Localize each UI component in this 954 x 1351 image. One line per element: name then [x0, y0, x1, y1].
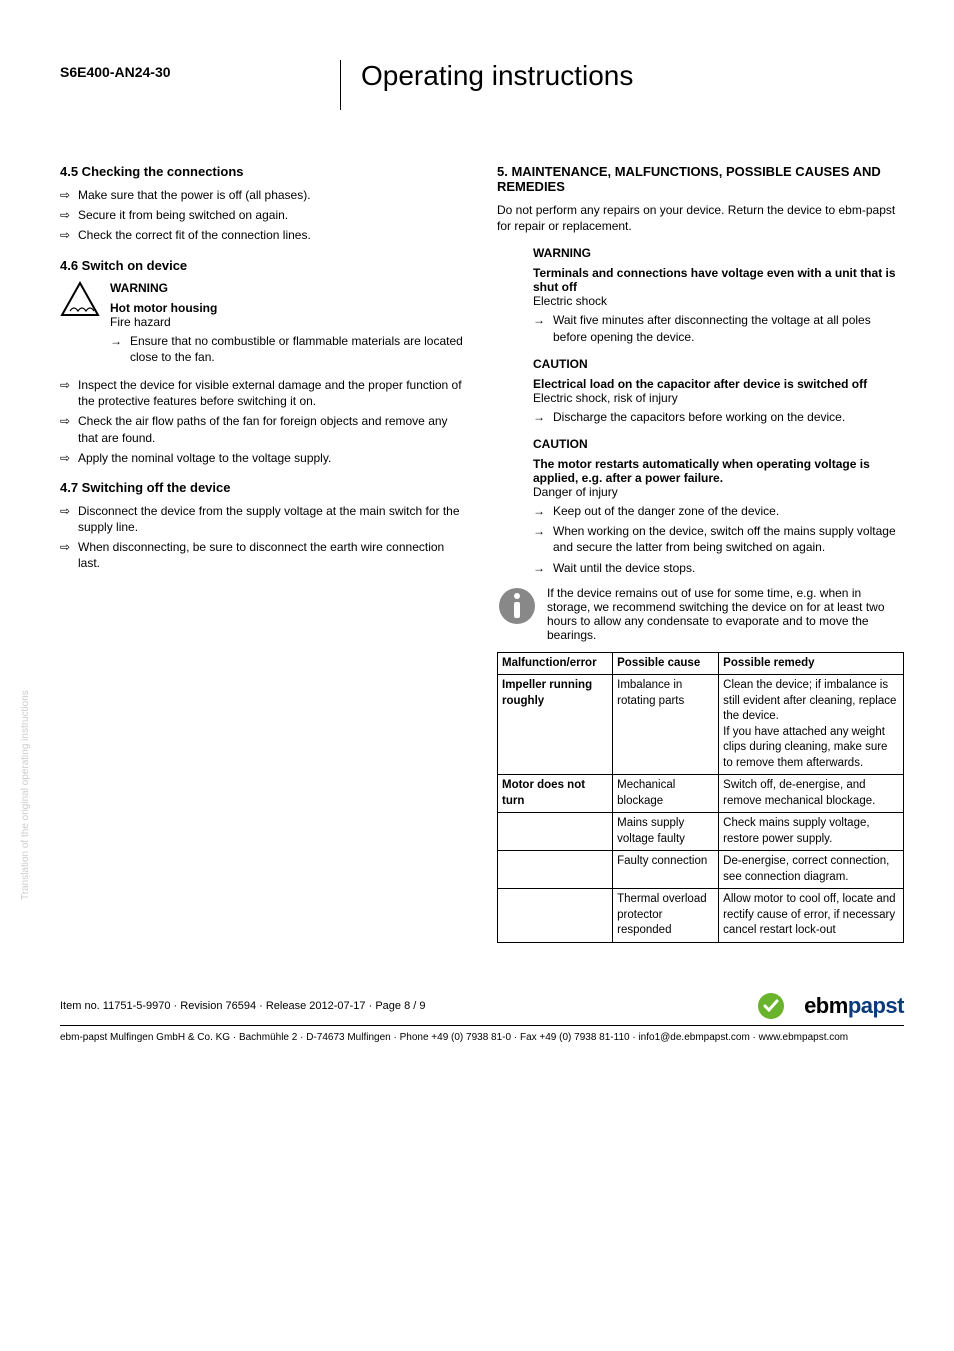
product-code: S6E400-AN24-30	[60, 60, 340, 80]
table-body: Impeller running roughlyImbalance in rot…	[498, 675, 904, 943]
table-cell-cause: Imbalance in rotating parts	[613, 675, 719, 775]
content-columns: 4.5 Checking the connections Make sure t…	[60, 150, 904, 943]
list-item: Disconnect the device from the supply vo…	[60, 503, 467, 535]
list-item: Check the correct fit of the connection …	[60, 227, 467, 243]
table-header: Possible cause	[613, 652, 719, 675]
table-cell-error: Impeller running roughly	[498, 675, 613, 775]
page: Translation of the original operating in…	[0, 0, 954, 1250]
footer-line-2: ebm-papst Mulfingen GmbH & Co. KG · Bach…	[60, 1032, 904, 1043]
list-item: Keep out of the danger zone of the devic…	[533, 503, 904, 519]
table-cell-cause: Mechanical blockage	[613, 775, 719, 813]
caution-bold-text: Electrical load on the capacitor after d…	[533, 377, 904, 391]
logo-text-blue: papst	[848, 993, 904, 1018]
list-item: Wait five minutes after disconnecting th…	[533, 312, 904, 344]
table-row: Faulty connectionDe-energise, correct co…	[498, 851, 904, 889]
warning-block: WARNING Hot motor housing Fire hazard En…	[60, 281, 467, 369]
footer-line-1: Item no. 11751-5-9970 · Revision 76594 ·…	[60, 993, 904, 1019]
table-row: Impeller running roughlyImbalance in rot…	[498, 675, 904, 775]
caution-bold-text: The motor restarts automatically when op…	[533, 457, 904, 485]
info-block: If the device remains out of use for som…	[497, 586, 904, 642]
left-column: 4.5 Checking the connections Make sure t…	[60, 150, 467, 943]
table-cell-cause: Faulty connection	[613, 851, 719, 889]
right-column: 5. MAINTENANCE, MALFUNCTIONS, POSSIBLE C…	[497, 150, 904, 943]
section-4-5-heading: 4.5 Checking the connections	[60, 164, 467, 179]
table-row: Thermal overload protector respondedAllo…	[498, 889, 904, 943]
header-divider	[340, 60, 341, 110]
table-cell-cause: Mains supply voltage faulty	[613, 813, 719, 851]
caution-1: CAUTION Electrical load on the capacitor…	[533, 357, 904, 425]
warning-text: Electric shock	[533, 294, 904, 308]
footer-item-info: Item no. 11751-5-9970 · Revision 76594 ·…	[60, 1000, 425, 1012]
caution-label: CAUTION	[533, 357, 904, 371]
caution-text: Electric shock, risk of injury	[533, 391, 904, 405]
warning-1: WARNING Terminals and connections have v…	[533, 246, 904, 344]
section-5-intro: Do not perform any repairs on your devic…	[497, 202, 904, 234]
malfunction-table: Malfunction/error Possible cause Possibl…	[497, 652, 904, 943]
info-text: If the device remains out of use for som…	[547, 586, 904, 642]
list-item: Secure it from being switched on again.	[60, 207, 467, 223]
list-item: Apply the nominal voltage to the voltage…	[60, 450, 467, 466]
table-cell-remedy: Allow motor to cool off, locate and rect…	[719, 889, 904, 943]
section-5-heading: 5. MAINTENANCE, MALFUNCTIONS, POSSIBLE C…	[497, 164, 904, 194]
list-item: Check the air flow paths of the fan for …	[60, 413, 467, 445]
warning-label: WARNING	[533, 246, 904, 260]
warning-bold-text: Terminals and connections have voltage e…	[533, 266, 904, 294]
table-row: Motor does not turnMechanical blockageSw…	[498, 775, 904, 813]
section-4-6-list: Inspect the device for visible external …	[60, 377, 467, 466]
section-4-6-heading: 4.6 Switch on device	[60, 258, 467, 273]
table-cell-remedy: Clean the device; if imbalance is still …	[719, 675, 904, 775]
page-header: S6E400-AN24-30 Operating instructions	[60, 60, 904, 110]
table-cell-cause: Thermal overload protector responded	[613, 889, 719, 943]
table-cell-error	[498, 851, 613, 889]
page-title: Operating instructions	[361, 60, 633, 92]
table-cell-error	[498, 889, 613, 943]
caution-arrow-list: Keep out of the danger zone of the devic…	[533, 503, 904, 576]
table-header: Possible remedy	[719, 652, 904, 675]
section-4-7-list: Disconnect the device from the supply vo…	[60, 503, 467, 572]
page-footer: Item no. 11751-5-9970 · Revision 76594 ·…	[60, 983, 904, 1043]
list-item: When working on the device, switch off t…	[533, 523, 904, 555]
ebmpapst-logo: ebmpapst	[804, 993, 904, 1019]
warning-text: Fire hazard	[110, 315, 467, 329]
caution-2: CAUTION The motor restarts automatically…	[533, 437, 904, 576]
green-badge-icon	[758, 993, 784, 1019]
list-item: Make sure that the power is off (all pha…	[60, 187, 467, 203]
table-header: Malfunction/error	[498, 652, 613, 675]
table-row: Mains supply voltage faultyCheck mains s…	[498, 813, 904, 851]
warning-triangle-icon	[60, 281, 100, 317]
side-translation-note: Translation of the original operating in…	[20, 690, 31, 900]
logo-text-black: ebm	[804, 993, 848, 1018]
list-item: When disconnecting, be sure to disconnec…	[60, 539, 467, 571]
list-item: Inspect the device for visible external …	[60, 377, 467, 409]
table-cell-remedy: Check mains supply voltage, restore powe…	[719, 813, 904, 851]
footer-logo-group: ebmpapst	[758, 993, 904, 1019]
warning-body: WARNING Hot motor housing Fire hazard En…	[110, 281, 467, 369]
caution-arrow-list: Discharge the capacitors before working …	[533, 409, 904, 425]
table-cell-error	[498, 813, 613, 851]
table-cell-remedy: De-energise, correct connection, see con…	[719, 851, 904, 889]
caution-label: CAUTION	[533, 437, 904, 451]
warning-label: WARNING	[110, 281, 467, 295]
table-cell-remedy: Switch off, de-energise, and remove mech…	[719, 775, 904, 813]
list-item: Discharge the capacitors before working …	[533, 409, 904, 425]
list-item: Ensure that no combustible or flammable …	[110, 333, 467, 365]
footer-divider	[60, 1025, 904, 1026]
warning-bold-text: Hot motor housing	[110, 301, 467, 315]
table-cell-error: Motor does not turn	[498, 775, 613, 813]
info-icon	[497, 586, 537, 626]
warning-arrow-list: Wait five minutes after disconnecting th…	[533, 312, 904, 344]
caution-text: Danger of injury	[533, 485, 904, 499]
warning-arrow-list: Ensure that no combustible or flammable …	[110, 333, 467, 365]
section-4-5-list: Make sure that the power is off (all pha…	[60, 187, 467, 244]
list-item: Wait until the device stops.	[533, 560, 904, 576]
section-4-7-heading: 4.7 Switching off the device	[60, 480, 467, 495]
